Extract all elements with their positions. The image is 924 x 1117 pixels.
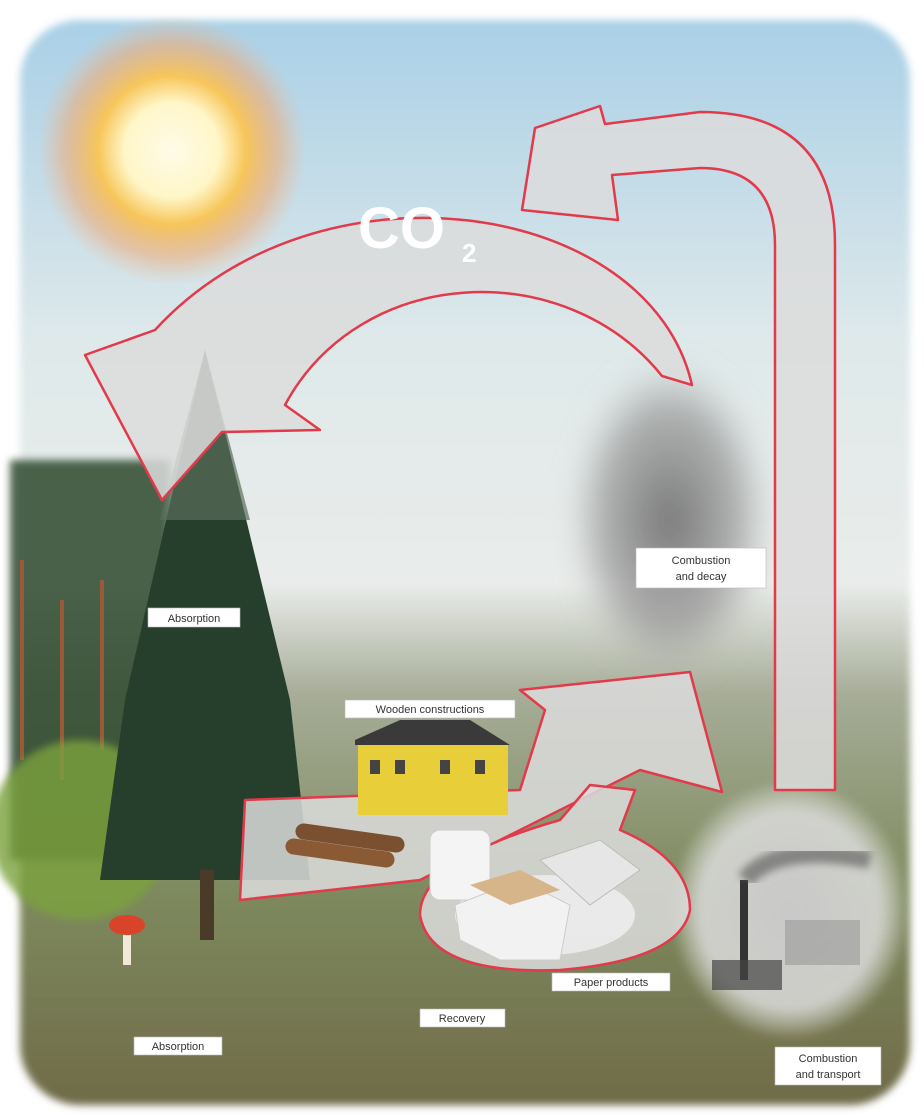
- label: and transport: [796, 1069, 861, 1081]
- label: Wooden constructions: [376, 704, 485, 716]
- carbon-cycle-illustration: CO 2 Combustion and decay Absorption Woo…: [0, 0, 924, 1117]
- exhaust-cloud: [670, 780, 910, 1040]
- label: and decay: [676, 571, 727, 583]
- label: Recovery: [439, 1013, 486, 1025]
- label: Combustion: [799, 1053, 858, 1065]
- co2-subscript: 2: [462, 238, 476, 268]
- label: Paper products: [574, 977, 649, 989]
- label: Combustion: [672, 555, 731, 567]
- wooden-house: [355, 720, 510, 815]
- smoke: [570, 360, 770, 680]
- sun: [37, 15, 307, 285]
- label: Absorption: [168, 613, 221, 625]
- co2-label: CO: [358, 196, 445, 261]
- label: Absorption: [152, 1041, 205, 1053]
